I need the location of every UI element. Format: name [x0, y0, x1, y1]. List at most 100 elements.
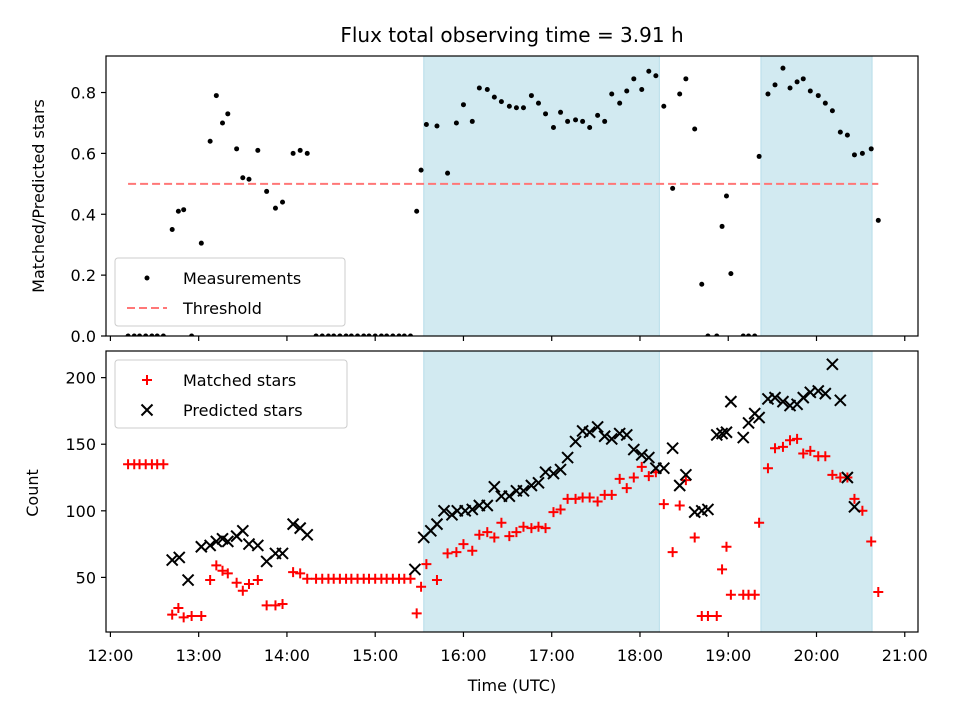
y-tick-label: 0.6	[71, 144, 96, 163]
measurements-point	[661, 103, 667, 109]
measurements-point	[780, 65, 786, 71]
measurements-point	[807, 88, 813, 94]
matched-stars-point	[295, 568, 306, 579]
measurements-point	[213, 93, 219, 99]
measurements-point	[765, 91, 771, 97]
matched-stars-point	[186, 611, 197, 622]
x-tick-label: 20:00	[793, 646, 839, 665]
measurements-point	[573, 117, 579, 123]
predicted-stars-point	[251, 539, 265, 552]
measurements-point	[246, 176, 252, 182]
predicted-stars-point	[165, 553, 179, 567]
measurements-point	[384, 333, 390, 336]
y-tick-label: 0.8	[71, 84, 96, 103]
legend-label-predicted-stars: Predicted stars	[183, 401, 303, 420]
measurements-point	[837, 129, 843, 135]
axes-frame	[105, 350, 919, 633]
measurements-point	[234, 146, 240, 152]
matched-stars-point	[555, 504, 566, 515]
matched-stars-point	[785, 435, 796, 446]
matched-stars-point	[231, 577, 242, 588]
measurements-point	[868, 146, 874, 152]
predicted-stars-point	[547, 467, 560, 480]
measurements-point	[396, 333, 402, 336]
shaded-interval-0	[423, 55, 660, 337]
x-tick-label: 15:00	[352, 646, 398, 665]
measurements-point	[154, 333, 160, 336]
measurements-point	[646, 68, 652, 74]
predicted-stars-point	[679, 468, 693, 482]
measurements-point	[624, 88, 630, 94]
matched-stars-point	[754, 517, 765, 528]
measurements-point	[343, 333, 349, 336]
measurements-point	[125, 333, 131, 336]
matched-stars-point	[866, 536, 877, 547]
measurements-point	[714, 333, 720, 336]
matched-stars-point	[196, 611, 207, 622]
measurements-point	[366, 333, 372, 336]
measurements-point	[587, 125, 593, 131]
measurements-point	[280, 199, 286, 205]
measurements-point	[699, 281, 705, 287]
predicted-stars-point	[591, 420, 604, 434]
measurements-point	[337, 333, 343, 336]
bottom-y-axis-label: Count	[23, 469, 42, 517]
measurements-point	[677, 91, 683, 97]
matched-stars-point	[511, 527, 522, 538]
predicted-stars-point	[737, 431, 750, 444]
predicted-stars-point	[724, 395, 738, 408]
x-tick-label: 17:00	[529, 646, 575, 665]
matched-stars-point	[405, 573, 416, 584]
matched-stars-point	[302, 573, 313, 584]
measurements-point	[719, 223, 725, 229]
legend-swatch-measurements	[144, 275, 150, 281]
predicted-stars-point	[768, 391, 782, 404]
measurements-point	[639, 86, 645, 92]
plot-area	[125, 65, 881, 336]
matched-stars-point	[167, 609, 178, 620]
matched-stars-point	[211, 560, 222, 571]
measurements-point	[746, 333, 752, 336]
legend-label-matched-stars: Matched stars	[183, 371, 296, 390]
matched-stars-point	[237, 585, 248, 596]
matched-stars-point	[173, 603, 184, 614]
predicted-stars-point	[301, 528, 314, 541]
measurements-point	[181, 207, 187, 213]
measurements-point	[453, 120, 459, 126]
matched-stars-point	[621, 483, 632, 494]
measurements-point	[550, 125, 556, 131]
matched-stars-point	[252, 575, 263, 586]
measurements-point	[528, 93, 534, 99]
predicted-stars-point	[203, 539, 217, 552]
legend-swatch-matched-stars	[142, 375, 152, 385]
matched-stars-point	[717, 564, 728, 575]
predicted-stars-point	[627, 443, 641, 456]
predicted-stars-point	[841, 471, 854, 484]
matched-stars-point	[518, 521, 529, 532]
predicted-stars-point	[635, 448, 648, 462]
measurements-point	[460, 102, 466, 108]
matched-stars-point	[792, 433, 803, 444]
measurements-point	[297, 147, 303, 153]
predicted-stars-point	[701, 503, 715, 516]
measurements-point	[469, 118, 475, 124]
top-panel: 0.0 0.2 0.4 0.6 0.8 Measurements Threshold	[71, 55, 919, 346]
y-tick-label: 50	[76, 568, 96, 587]
matched-stars-point	[777, 441, 788, 452]
measurements-point	[355, 333, 361, 336]
matched-stars-point	[178, 612, 189, 623]
measurements-point	[609, 91, 615, 97]
measurements-point	[851, 152, 857, 158]
predicted-stars-point	[532, 476, 545, 490]
matched-stars-point	[702, 611, 713, 622]
measurements-point	[829, 108, 835, 114]
y-tick-label: 0.4	[71, 205, 96, 224]
predicted-stars-point	[437, 504, 451, 518]
matched-stars-point	[416, 581, 427, 592]
matched-stars-point	[431, 575, 442, 586]
predicted-stars-point	[642, 451, 656, 464]
measurements-point	[617, 100, 623, 106]
matched-stars-point	[798, 448, 809, 459]
measurements-point	[361, 333, 367, 336]
predicted-stars-point	[430, 517, 444, 531]
